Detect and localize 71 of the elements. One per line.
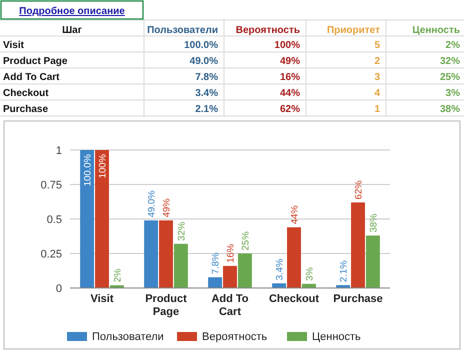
data-label: 25% [440, 72, 460, 83]
data-label: 16% [280, 72, 300, 83]
data-label: 62% [354, 180, 364, 200]
y-tick-label: 0.5 [46, 214, 62, 226]
data-label: 2 [374, 56, 380, 67]
data-label: 2.1% [195, 104, 218, 115]
data-label: 100% [98, 153, 108, 178]
bar [80, 150, 94, 288]
x-tick-label: Product Page [145, 293, 188, 318]
data-label: 4 [374, 88, 380, 99]
legend-label: Вероятность [236, 25, 300, 36]
x-tick-label: Add To Cart [211, 293, 249, 318]
category-label: Purchase [3, 104, 48, 115]
data-label: 25% [240, 230, 252, 250]
x-tick-label: Checkout [268, 293, 320, 305]
data-label: 3.4% [274, 258, 286, 280]
data-label: 3% [304, 266, 316, 281]
data-label: 38% [440, 104, 460, 115]
data-label: 16% [226, 243, 236, 263]
data-label: 62% [280, 104, 300, 115]
legend-label: Пользователи [92, 331, 164, 343]
data-label: 32% [440, 56, 460, 67]
data-label: 49.0% [146, 190, 158, 218]
bar [110, 285, 124, 288]
bar [287, 227, 301, 288]
data-label: 49.0% [190, 56, 218, 67]
data-label: 44% [280, 88, 300, 99]
data-label: 1 [374, 104, 380, 115]
data-label: 3 [374, 72, 380, 83]
bar [366, 236, 380, 288]
data-label: 100.0% [82, 153, 94, 186]
data-label: 2% [112, 268, 124, 282]
x-tick-label: Visit [90, 293, 114, 305]
data-label: 32% [176, 221, 188, 241]
data-label: 49% [162, 198, 172, 218]
data-label: 3.4% [195, 88, 218, 99]
bar [144, 220, 158, 288]
bar [238, 254, 252, 288]
bar [174, 244, 188, 288]
y-tick-label: 0.75 [40, 180, 62, 192]
category-label: Visit [3, 40, 25, 51]
data-label: 5 [374, 40, 380, 51]
y-tick-label: 0.25 [40, 248, 62, 260]
bar [159, 220, 173, 288]
data-label: 49% [280, 56, 300, 67]
category-label: Add To Cart [3, 72, 60, 83]
data-label: 7.8% [195, 72, 218, 83]
legend-label: Приоритет [326, 25, 380, 36]
data-label: 2% [446, 40, 460, 51]
y-tick-label: 0 [56, 283, 62, 295]
data-label: 44% [290, 204, 300, 224]
bar [223, 266, 237, 288]
data-label: 100% [274, 40, 300, 51]
legend-label: Ценность [312, 331, 362, 343]
text: Шаг [62, 25, 82, 36]
bar [95, 150, 109, 288]
bar [351, 202, 365, 288]
legend-label: Ценность [412, 25, 460, 36]
category-label: Product Page [3, 56, 68, 67]
data-label: 2.1% [338, 260, 350, 282]
data-label: 7.8% [210, 252, 222, 274]
data-label: 38% [368, 212, 380, 233]
data-label: 3% [446, 88, 460, 99]
legend-label: Вероятность [202, 331, 268, 343]
data-label: 100.0% [184, 40, 218, 51]
y-tick-label: 1 [56, 145, 62, 157]
x-tick-label: Purchase [333, 293, 383, 305]
bar [208, 277, 222, 288]
category-label: Checkout [3, 88, 50, 99]
legend-label: Пользователи [147, 25, 218, 36]
text: Подробное описание [19, 6, 126, 17]
